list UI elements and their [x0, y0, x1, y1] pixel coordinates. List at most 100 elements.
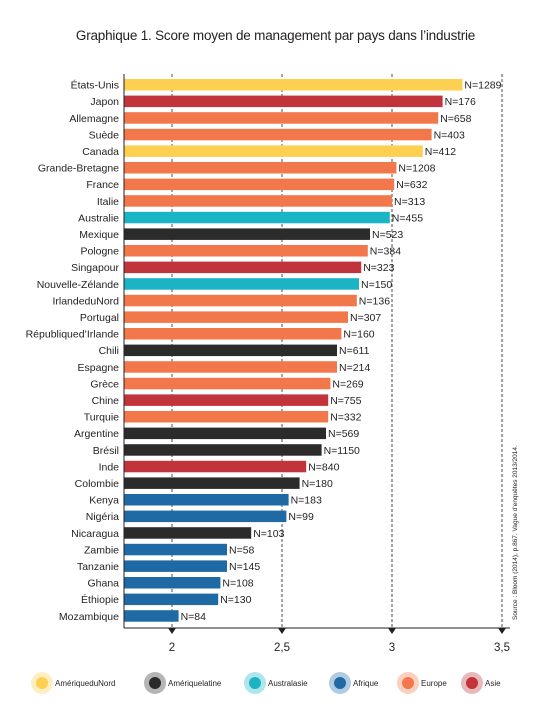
bar-n-label: N=150	[361, 279, 392, 291]
tick-mark	[168, 628, 176, 634]
bar-n-label: N=103	[253, 528, 284, 540]
legend-label: AmériqueduNord	[55, 679, 115, 688]
x-axis: 2 2,5 3 3,5	[123, 74, 510, 654]
category-label: Mexique	[79, 229, 119, 241]
bar	[124, 261, 362, 274]
category-label: Espagne	[78, 362, 120, 374]
category-label: Portugal	[80, 312, 119, 324]
legend-marker	[402, 677, 414, 689]
category-label: Brésil	[93, 445, 119, 457]
bar-n-label: N=130	[220, 594, 251, 606]
category-label: Grande-Bretagne	[38, 163, 119, 175]
bar-n-label: N=58	[229, 544, 255, 556]
category-label: Chili	[99, 345, 119, 357]
bar-n-label: N=412	[425, 146, 456, 158]
bar-n-label: N=403	[434, 129, 465, 141]
bar	[124, 344, 337, 357]
bar-n-label: N=136	[359, 295, 390, 307]
bar-n-label: N=180	[302, 478, 333, 490]
bar-n-label: N=307	[350, 312, 381, 324]
bar-n-label: N=1208	[398, 163, 435, 175]
category-label: Allemagne	[69, 113, 119, 125]
category-label: Colombie	[75, 478, 120, 490]
bar-n-label: N=176	[445, 96, 476, 108]
category-label: Nigéria	[86, 511, 119, 523]
bar-n-label: N=632	[396, 179, 427, 191]
bar-n-label: N=214	[339, 362, 370, 374]
legend-label: Australasie	[268, 679, 308, 688]
category-label: Mozambique	[59, 611, 119, 623]
category-label: Inde	[99, 461, 120, 473]
tick-mark	[498, 628, 506, 634]
category-label: Singapour	[71, 262, 119, 274]
legend-marker	[249, 677, 261, 689]
bar	[124, 460, 307, 473]
category-label: France	[86, 179, 119, 191]
bar	[124, 610, 179, 622]
bar-n-label: N=323	[363, 262, 394, 274]
bar-n-label: N=1289	[464, 80, 501, 92]
legend-marker	[149, 677, 161, 689]
bars: États-Unis N=1289 Japon N=176 Allemagne N=658…	[26, 79, 502, 623]
bar	[124, 377, 331, 390]
legend-label: Asie	[485, 679, 501, 688]
category-label: Pologne	[80, 246, 119, 258]
category-label: IrlandeduNord	[52, 295, 119, 307]
bar	[124, 278, 359, 290]
bar	[124, 311, 348, 323]
bar	[124, 245, 368, 257]
category-label: Nicaragua	[71, 528, 119, 540]
category-label: Zambie	[84, 544, 119, 556]
bar	[124, 593, 219, 606]
bar-n-label: N=313	[394, 196, 425, 208]
bar-n-label: N=145	[229, 561, 260, 573]
bar-n-label: N=84	[181, 611, 207, 623]
tick-mark	[388, 628, 396, 634]
bar	[124, 494, 289, 506]
bar	[124, 79, 463, 91]
source-note: Source : Bloom (2014), p.867. Vague d’en…	[512, 445, 519, 620]
category-label: Canada	[82, 146, 119, 158]
chart-title: Graphique 1. Score moyen de management p…	[75, 28, 476, 43]
bar	[124, 328, 342, 340]
category-label: Ghana	[87, 578, 119, 590]
category-label: Éthiopie	[81, 593, 119, 606]
category-label: États-Unis	[71, 79, 119, 92]
bar-n-label: N=99	[288, 511, 314, 523]
tick-label: 2,5	[274, 642, 290, 654]
category-label: Italie	[97, 196, 119, 208]
category-label: Australie	[78, 212, 119, 224]
category-label: Kenya	[89, 495, 119, 507]
bar-n-label: N=384	[370, 246, 401, 258]
bar-n-label: N=1150	[324, 445, 360, 457]
category-label: Tanzanie	[77, 561, 119, 573]
bar-n-label: N=160	[343, 329, 374, 341]
category-label: Républiqued’Irlande	[26, 329, 120, 341]
bar	[124, 128, 432, 141]
bar	[124, 145, 423, 157]
category-label: Grèce	[90, 378, 119, 390]
legend: AmériqueduNord Amériquelatine Australasie A…	[31, 672, 501, 694]
category-label: Turquie	[84, 412, 119, 424]
bar	[124, 211, 390, 224]
bar	[124, 178, 395, 191]
bar	[124, 294, 357, 307]
bar	[124, 543, 227, 556]
tick-mark	[278, 628, 286, 634]
category-label: Argentine	[74, 428, 119, 440]
bar	[124, 112, 439, 124]
bar	[124, 95, 443, 108]
tick-label: 3	[389, 642, 395, 654]
category-label: Nouvelle-Zélande	[37, 279, 119, 291]
tick-label: 2	[169, 642, 175, 654]
bar-n-label: N=840	[308, 461, 339, 473]
bar	[124, 411, 329, 423]
bar	[124, 444, 322, 456]
legend-label: Amériquelatine	[168, 679, 222, 688]
category-label: Suède	[89, 129, 120, 141]
bar-n-label: N=332	[330, 412, 361, 424]
category-label: Chine	[92, 395, 120, 407]
bar	[124, 361, 337, 373]
category-label: Japon	[90, 96, 119, 108]
